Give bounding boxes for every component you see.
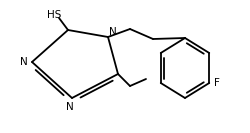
Text: N: N — [20, 57, 28, 67]
Text: HS: HS — [47, 10, 61, 20]
Text: N: N — [66, 102, 74, 112]
Text: F: F — [214, 78, 220, 88]
Text: N: N — [109, 27, 117, 37]
